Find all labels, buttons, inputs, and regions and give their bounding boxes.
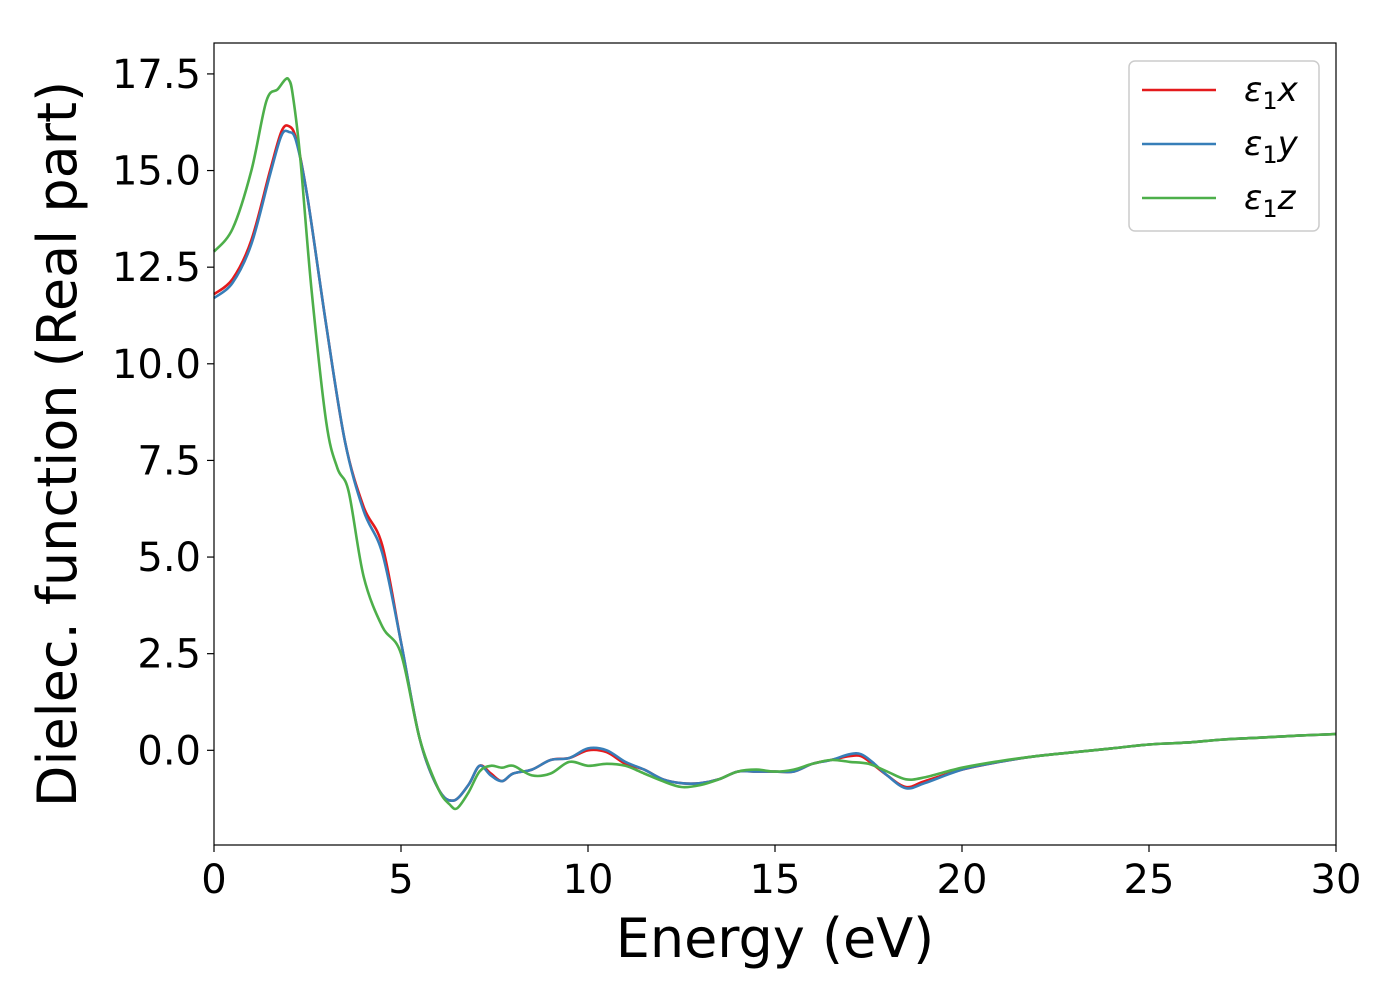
x-tick-label: 0 [201, 857, 226, 903]
x-axis-label: Energy (eV) [616, 907, 935, 970]
x-tick-label: 5 [388, 857, 413, 903]
legend-label-y: ε1y [1244, 124, 1299, 169]
series-layer [212, 76, 1337, 811]
x-tick-label: 15 [750, 857, 801, 903]
legend-label-x: ε1x [1244, 70, 1299, 115]
y-tick-label: 17.5 [112, 52, 201, 98]
y-tick-label: 10.0 [112, 342, 201, 388]
y-axis-label: Dielec. function (Real part) [26, 81, 89, 807]
legend: ε1x ε1y ε1z [1128, 60, 1320, 232]
x-tick-label: 30 [1311, 857, 1362, 903]
y-tick-label: 0.0 [137, 728, 201, 774]
x-tick-label: 10 [563, 857, 614, 903]
y-axis-ticks: 0.0 2.5 5.0 7.5 10.0 12.5 15.0 17.5 [112, 52, 214, 774]
x-tick-label: 20 [937, 857, 988, 903]
legend-label-z: ε1z [1244, 178, 1297, 223]
y-tick-label: 2.5 [137, 632, 201, 678]
y-tick-label: 5.0 [137, 535, 201, 581]
y-tick-label: 12.5 [112, 245, 201, 291]
series-line-z [212, 76, 1337, 811]
y-tick-label: 7.5 [137, 438, 201, 484]
y-tick-label: 15.0 [112, 149, 201, 195]
x-tick-label: 25 [1124, 857, 1175, 903]
x-axis-ticks: 0 5 10 15 20 25 30 [201, 845, 1361, 903]
legend-box [1128, 60, 1320, 232]
